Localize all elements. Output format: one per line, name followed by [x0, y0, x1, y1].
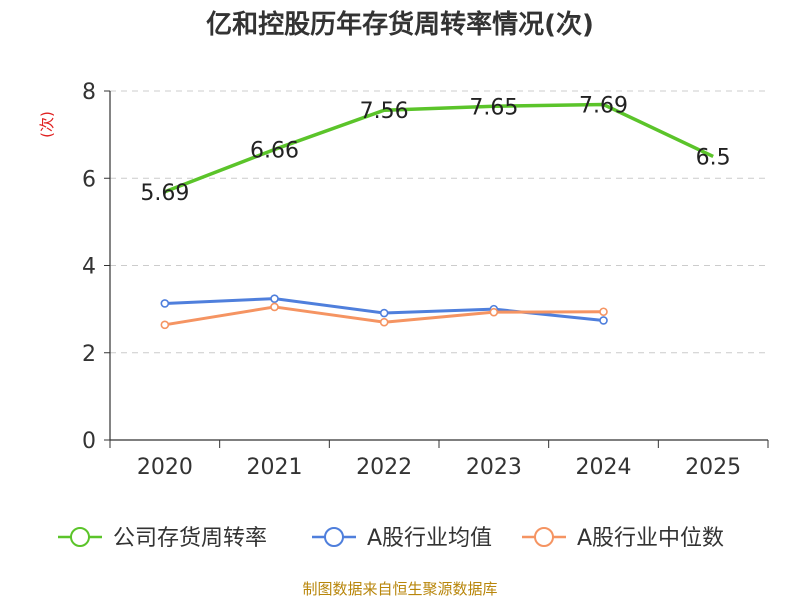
data-point — [379, 308, 389, 318]
source-note: 制图数据来自恒生聚源数据库 — [302, 580, 498, 598]
x-tick-label: 2020 — [137, 455, 193, 480]
y-tick-label: 0 — [82, 429, 96, 454]
data-label: 6.5 — [696, 145, 731, 170]
y-axis-label: (次) — [38, 111, 56, 138]
x-tick-label: 2024 — [576, 455, 632, 480]
y-tick-label: 4 — [82, 255, 96, 280]
data-point — [599, 316, 608, 325]
y-tick-label: 2 — [82, 342, 96, 367]
data-point — [379, 317, 389, 327]
legend-label: A股行业中位数 — [577, 526, 724, 551]
legend-label: 公司存货周转率 — [113, 526, 267, 551]
data-point — [160, 299, 170, 308]
y-tick-label: 6 — [82, 167, 96, 192]
data-point — [270, 302, 279, 312]
legend-marker — [534, 527, 554, 547]
y-tick-label: 8 — [82, 80, 96, 105]
x-tick-label: 2025 — [685, 455, 741, 480]
data-label: 6.66 — [250, 138, 299, 163]
data-label: 7.69 — [579, 94, 628, 119]
data-point — [160, 320, 170, 330]
data-point — [489, 307, 499, 317]
x-tick-label: 2022 — [356, 455, 412, 480]
series-line — [164, 102, 714, 194]
legend-marker — [324, 527, 344, 547]
chart-title: 亿和控股历年存货周转率情况(次) — [206, 10, 594, 40]
data-point — [599, 307, 608, 317]
data-label: 5.69 — [140, 181, 189, 206]
x-tick-label: 2023 — [466, 455, 522, 480]
data-label: 7.65 — [469, 95, 518, 120]
legend-marker — [70, 527, 90, 547]
x-tick-label: 2021 — [247, 455, 303, 480]
data-label: 7.56 — [360, 99, 409, 124]
data-point — [270, 294, 279, 303]
legend-label: A股行业均值 — [367, 526, 492, 551]
